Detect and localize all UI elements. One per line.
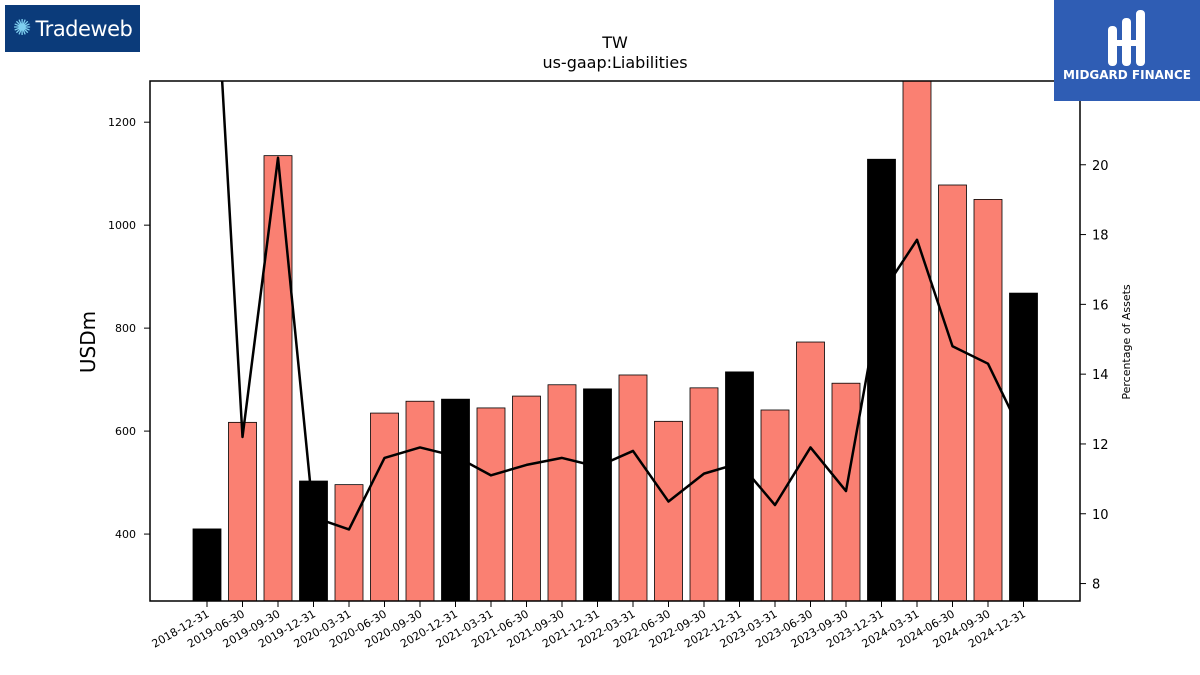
midgard-finance-logo: MIDGARD FINANCE [1054,0,1200,101]
bar [263,155,293,602]
chart-subtitle: us-gaap:Liabilities [542,53,687,72]
bar [405,400,435,602]
y-tick-label: 400 [115,528,136,541]
bar [299,480,328,602]
y2-tick-label: 20 [1092,159,1109,174]
y2-tick-label: 8 [1092,578,1100,593]
bar [867,158,896,602]
plot-frame [149,80,1081,602]
chart-title: TW [601,33,628,52]
y2-tick-label: 10 [1092,508,1109,523]
tradeweb-star-icon: ✺ [13,16,32,41]
bar [796,341,825,602]
bar [547,384,577,602]
bar [725,371,754,602]
bar [476,407,506,602]
y2-tick-label: 16 [1092,298,1109,313]
y2-axis-label: Percentage of Assets [1120,284,1133,400]
bar [583,388,612,602]
bar [618,374,648,602]
tradeweb-logo: ✺ Tradeweb [5,5,140,52]
bar [938,184,967,602]
bar [370,412,399,602]
bar [902,80,932,602]
y2-tick-label: 14 [1092,368,1109,383]
bar [1009,292,1038,602]
bar [689,387,719,602]
bar [441,398,470,602]
midgard-logo-text: MIDGARD FINANCE [1063,68,1191,82]
bar [192,528,222,602]
bar [334,484,364,602]
y2-tick-label: 18 [1092,229,1109,244]
bar [973,199,1003,602]
bar [512,395,541,602]
midgard-logo-icon [1108,10,1145,66]
bar [654,420,683,602]
tradeweb-logo-text: Tradeweb [35,16,133,41]
y-axis-label: USDm [76,311,100,373]
y2-tick-label: 12 [1092,438,1109,453]
y-tick-label: 800 [115,322,136,335]
percentage-line [220,81,1025,531]
y-tick-label: 1000 [108,219,136,232]
y-tick-label: 600 [115,425,136,438]
y-tick-label: 1200 [108,116,136,129]
bar [228,421,257,602]
